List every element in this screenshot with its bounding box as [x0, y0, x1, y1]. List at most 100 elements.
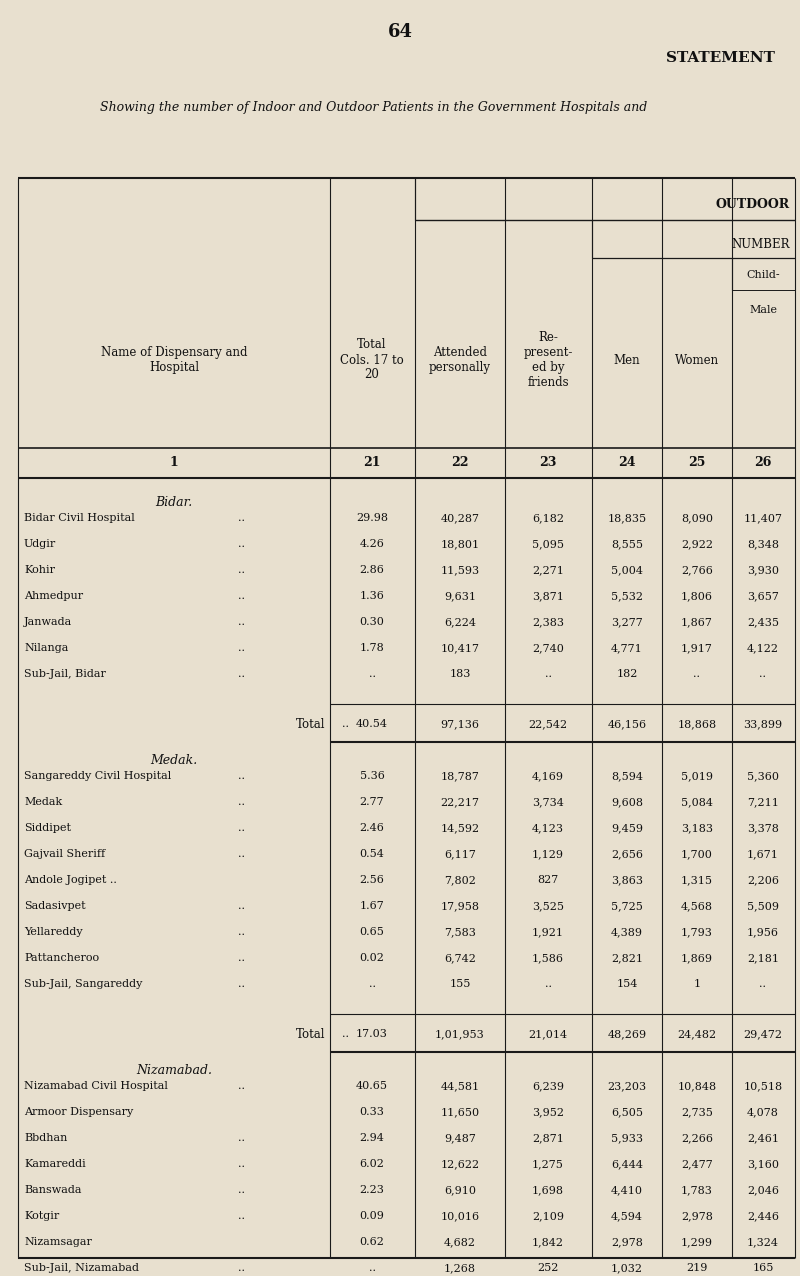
Text: 12,622: 12,622: [441, 1159, 479, 1169]
Text: 2.56: 2.56: [359, 875, 385, 886]
Text: 10,848: 10,848: [678, 1081, 717, 1091]
Text: 0.65: 0.65: [359, 926, 385, 937]
Text: 2,266: 2,266: [681, 1133, 713, 1143]
Text: 1: 1: [694, 979, 701, 989]
Text: 17,958: 17,958: [441, 901, 479, 911]
Text: Pattancheroo: Pattancheroo: [24, 953, 99, 963]
Text: 14,592: 14,592: [441, 823, 479, 833]
Text: ..: ..: [545, 669, 551, 679]
Text: 2,871: 2,871: [532, 1133, 564, 1143]
Text: Siddipet: Siddipet: [24, 823, 71, 833]
Text: 2,383: 2,383: [532, 618, 564, 627]
Text: 22,217: 22,217: [441, 798, 479, 806]
Text: 1.67: 1.67: [360, 901, 384, 911]
Text: ..: ..: [342, 1028, 349, 1039]
Text: 3,863: 3,863: [611, 875, 643, 886]
Text: 182: 182: [616, 669, 638, 679]
Text: ..: ..: [759, 979, 766, 989]
Text: 1,793: 1,793: [681, 926, 713, 937]
Text: Nilanga: Nilanga: [24, 643, 68, 653]
Text: 4,594: 4,594: [611, 1211, 643, 1221]
Text: ..: ..: [369, 979, 375, 989]
Text: 6,910: 6,910: [444, 1185, 476, 1196]
Text: 5,004: 5,004: [611, 565, 643, 575]
Text: 10,417: 10,417: [441, 643, 479, 653]
Text: 11,650: 11,650: [441, 1108, 479, 1116]
Text: 1,869: 1,869: [681, 953, 713, 963]
Text: Re-
present-
ed by
friends: Re- present- ed by friends: [523, 330, 573, 389]
Text: 5,095: 5,095: [532, 538, 564, 549]
Text: 21,014: 21,014: [529, 1028, 567, 1039]
Text: 4,123: 4,123: [532, 823, 564, 833]
Text: 2,446: 2,446: [747, 1211, 779, 1221]
Text: 2,271: 2,271: [532, 565, 564, 575]
Text: 2,656: 2,656: [611, 849, 643, 859]
Text: 23,203: 23,203: [607, 1081, 646, 1091]
Text: 40,287: 40,287: [441, 513, 479, 523]
Text: 2,766: 2,766: [681, 565, 713, 575]
Text: Showing the number of Indoor and Outdoor Patients in the Government Hospitals an: Showing the number of Indoor and Outdoor…: [100, 102, 647, 115]
Text: 29,472: 29,472: [743, 1028, 782, 1039]
Text: Janwada: Janwada: [24, 618, 72, 627]
Text: ..: ..: [369, 1263, 375, 1273]
Text: Male: Male: [749, 305, 777, 315]
Text: Bidar Civil Hospital: Bidar Civil Hospital: [24, 513, 134, 523]
Text: 4,771: 4,771: [611, 643, 643, 653]
Text: ..: ..: [238, 513, 245, 523]
Text: 2.23: 2.23: [359, 1185, 385, 1196]
Text: 2,740: 2,740: [532, 643, 564, 653]
Text: ..: ..: [238, 643, 245, 653]
Text: 1.78: 1.78: [360, 643, 384, 653]
Text: 11,593: 11,593: [441, 565, 479, 575]
Text: 1,806: 1,806: [681, 591, 713, 601]
Text: Sadasivpet: Sadasivpet: [24, 901, 86, 911]
Text: 1,315: 1,315: [681, 875, 713, 886]
Text: ..: ..: [238, 1263, 245, 1273]
Text: ..: ..: [238, 823, 245, 833]
Text: 18,787: 18,787: [441, 771, 479, 781]
Text: 18,801: 18,801: [441, 538, 479, 549]
Text: 5,084: 5,084: [681, 798, 713, 806]
Text: 2.94: 2.94: [359, 1133, 385, 1143]
Text: Kohir: Kohir: [24, 565, 55, 575]
Text: 25: 25: [688, 457, 706, 470]
Text: 4,169: 4,169: [532, 771, 564, 781]
Text: Women: Women: [675, 353, 719, 366]
Text: 3,930: 3,930: [747, 565, 779, 575]
Text: 219: 219: [686, 1263, 708, 1273]
Text: ..: ..: [238, 1133, 245, 1143]
Text: 46,156: 46,156: [607, 718, 646, 729]
Text: Sub-Jail, Bidar: Sub-Jail, Bidar: [24, 669, 106, 679]
Text: ..: ..: [238, 926, 245, 937]
Text: ..: ..: [238, 953, 245, 963]
Text: 7,211: 7,211: [747, 798, 779, 806]
Text: 252: 252: [538, 1263, 558, 1273]
Text: 24,482: 24,482: [678, 1028, 717, 1039]
Text: 22: 22: [451, 457, 469, 470]
Text: 1,129: 1,129: [532, 849, 564, 859]
Text: 4.26: 4.26: [359, 538, 385, 549]
Text: Kamareddi: Kamareddi: [24, 1159, 86, 1169]
Text: 1: 1: [170, 457, 178, 470]
Text: Armoor Dispensary: Armoor Dispensary: [24, 1108, 134, 1116]
Text: ..: ..: [238, 901, 245, 911]
Text: 8,594: 8,594: [611, 771, 643, 781]
Text: ..: ..: [238, 979, 245, 989]
Text: Nizamsagar: Nizamsagar: [24, 1236, 92, 1247]
Text: 3,160: 3,160: [747, 1159, 779, 1169]
Text: Banswada: Banswada: [24, 1185, 82, 1196]
Text: 1,842: 1,842: [532, 1236, 564, 1247]
Text: 3,734: 3,734: [532, 798, 564, 806]
Text: Total: Total: [295, 717, 325, 730]
Text: 6,444: 6,444: [611, 1159, 643, 1169]
Text: 6,224: 6,224: [444, 618, 476, 627]
Text: ..: ..: [238, 1159, 245, 1169]
Text: 2,435: 2,435: [747, 618, 779, 627]
Text: 165: 165: [752, 1263, 774, 1273]
Text: 0.09: 0.09: [359, 1211, 385, 1221]
Text: 3,277: 3,277: [611, 618, 643, 627]
Text: 0.02: 0.02: [359, 953, 385, 963]
Text: 0.33: 0.33: [359, 1108, 385, 1116]
Text: 2,206: 2,206: [747, 875, 779, 886]
Text: 11,407: 11,407: [743, 513, 782, 523]
